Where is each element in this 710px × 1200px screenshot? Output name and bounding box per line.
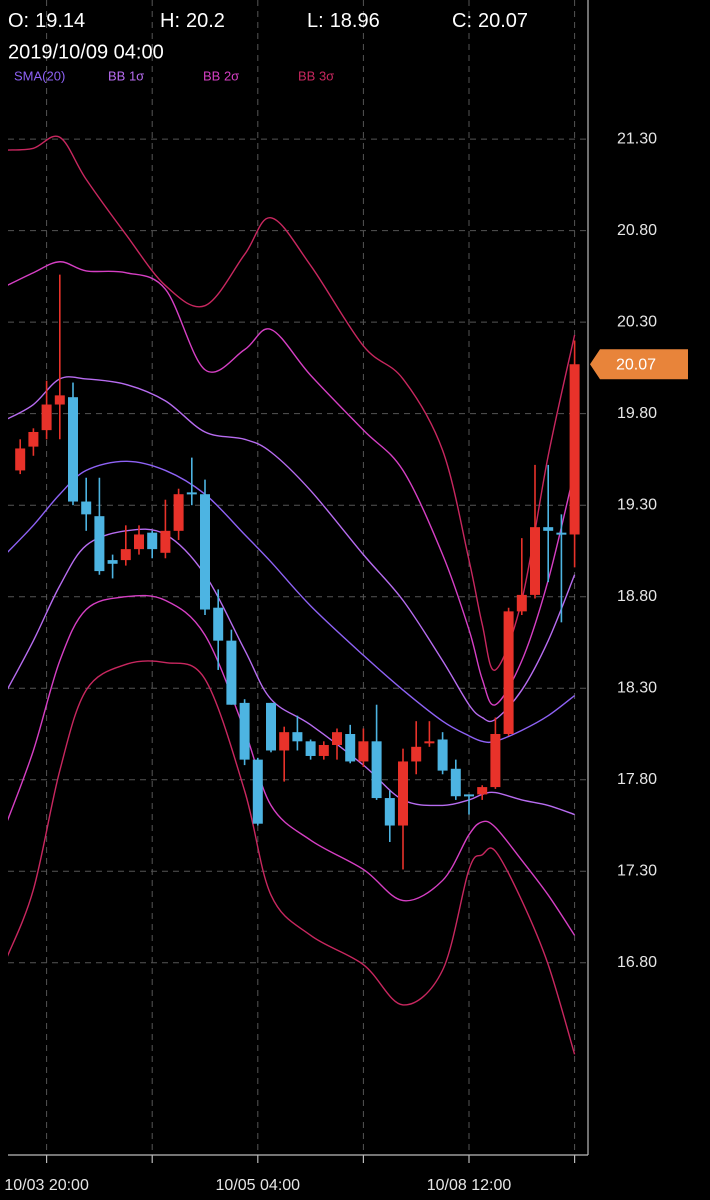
legend-entry: BB 1σ [108, 68, 144, 83]
ohlc-item: O: 19.14 [8, 10, 85, 32]
candle-body [41, 404, 52, 431]
candle-body [424, 741, 435, 744]
candle-body [305, 741, 316, 756]
legend-entry: BB 3σ [298, 68, 334, 83]
candle-body [213, 607, 224, 641]
candle-body [54, 395, 65, 405]
indicator-line [8, 376, 576, 723]
candle-body [358, 741, 369, 762]
candle-body [318, 744, 329, 756]
candle-body [569, 364, 580, 535]
candle-body [464, 794, 474, 797]
candle-body [530, 527, 540, 595]
y-tick-label: 20.30 [617, 313, 657, 330]
candle-body [173, 494, 184, 531]
indicator-line [8, 594, 576, 936]
ohlc-item: L: 18.96 [307, 10, 380, 32]
candle-body [147, 532, 158, 550]
ohlc-label: H: [160, 10, 180, 32]
y-tick-label: 21.30 [617, 130, 657, 147]
candle-body [68, 397, 78, 502]
ohlc-label: O: [8, 10, 29, 32]
ohlc-label: L: [307, 10, 324, 32]
candles [15, 274, 580, 870]
candle-body [28, 431, 39, 447]
candle-body [81, 501, 92, 515]
candle-body [371, 741, 382, 799]
candle-body [252, 759, 263, 824]
y-tick-label: 19.30 [617, 496, 657, 513]
y-tick-label: 18.80 [617, 588, 657, 605]
candle-body [503, 611, 514, 735]
candle-body [266, 702, 276, 751]
ohlc-item: H: 20.2 [160, 10, 225, 32]
candle-body [239, 702, 250, 760]
candle-body [384, 798, 395, 826]
ohlc-value: 20.07 [478, 10, 528, 32]
candle-body [279, 732, 290, 751]
candle-body [450, 768, 461, 797]
candle-body [556, 532, 567, 535]
labels: 16.80 17.30 17.80 18.30 18.80 19.30 19.80 20.30… [4, 130, 688, 1194]
y-tick-label: 16.80 [617, 954, 657, 971]
price-tag [590, 349, 688, 380]
price-tag-label: 20.07 [616, 356, 656, 373]
candle-body [120, 549, 131, 561]
ohlc-value: 18.96 [330, 10, 380, 32]
ohlc-value: 20.2 [186, 10, 225, 32]
datetime: 2019/10/09 04:00 [8, 41, 164, 63]
candle-body [160, 530, 171, 553]
candle-body [332, 732, 342, 745]
header: 2019/10/09 04:00 O: 19.14 H: 20.2 L: 18.96 C: 2… [8, 10, 528, 83]
ohlc-value: 19.14 [35, 10, 85, 32]
x-tick-label: 10/03 20:00 [4, 1177, 89, 1194]
indicator-line [8, 135, 576, 671]
candle-body [543, 527, 554, 531]
y-tick-label: 17.30 [617, 863, 657, 880]
candle-body [226, 640, 237, 705]
y-tick-label: 18.30 [617, 679, 657, 696]
candle-body [398, 761, 408, 826]
candle-body [437, 739, 448, 771]
legend-entry: SMA(20) [14, 68, 65, 83]
indicator-line [8, 261, 576, 706]
indicators [8, 135, 576, 1055]
candle-body [107, 560, 118, 564]
legend-entry: BB 2σ [203, 68, 239, 83]
ohlc-label: C: [452, 10, 472, 32]
x-tick-label: 10/05 04:00 [216, 1177, 301, 1194]
candle-body [411, 746, 422, 762]
y-tick-label: 20.80 [617, 222, 657, 239]
candle-body [477, 787, 488, 795]
candle-body [345, 734, 356, 762]
candle-body [516, 594, 527, 612]
candle-body [292, 732, 303, 742]
y-tick-label: 19.80 [617, 405, 657, 422]
candle-body [94, 516, 105, 572]
grid [8, 0, 588, 1155]
candle-body [490, 734, 501, 788]
indicator-line [8, 528, 575, 816]
candle-body [15, 448, 26, 471]
ohlc-item: C: 20.07 [452, 10, 528, 32]
candle-body [186, 492, 197, 495]
axes [8, 0, 589, 1156]
candle-body [134, 534, 144, 550]
x-tick-label: 10/08 12:00 [427, 1177, 512, 1194]
indicator-line [8, 660, 576, 1055]
candle-body [200, 494, 210, 610]
y-tick-label: 17.80 [617, 771, 657, 788]
